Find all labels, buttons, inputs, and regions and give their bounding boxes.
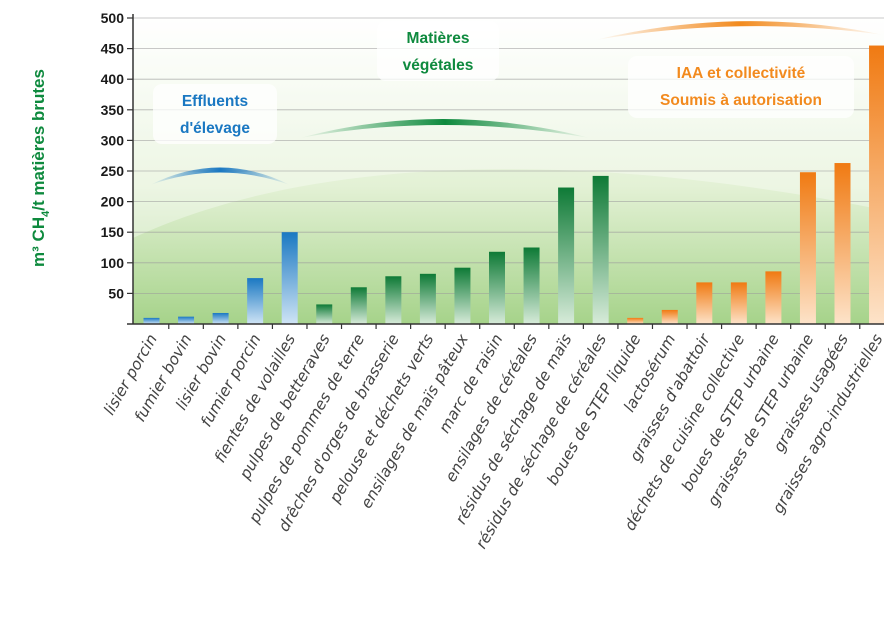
- iaa-arc-decoration: [595, 21, 884, 40]
- bar-21: [869, 45, 884, 324]
- y-tick-label-500: 500: [101, 10, 125, 26]
- bar-9: [454, 267, 471, 324]
- bar-14: [627, 317, 644, 324]
- bar-15: [661, 309, 678, 324]
- group-label-effluents-line2: d'élevage: [180, 120, 250, 137]
- bar-10: [489, 251, 505, 324]
- bar-18: [765, 271, 782, 324]
- y-tick-label-100: 100: [101, 255, 125, 271]
- y-tick-label-200: 200: [101, 194, 125, 210]
- bar-17: [730, 282, 747, 324]
- bars-group: [143, 45, 884, 324]
- group-label-iaa: IAA et collectivité Soumis à autorisatio…: [628, 56, 854, 118]
- bar-12: [558, 187, 575, 324]
- bar-13: [592, 175, 609, 324]
- y-tick-label-50: 50: [108, 285, 124, 301]
- bar-8: [419, 273, 436, 324]
- bar-1: [178, 316, 195, 324]
- y-axis-title-subscript: 4: [40, 210, 52, 217]
- bar-3: [247, 278, 264, 324]
- bar-11: [523, 247, 540, 324]
- y-axis-ticks: 50 100 150 200 250 300 350 400 450 500: [101, 10, 133, 301]
- y-tick-label-250: 250: [101, 163, 125, 179]
- effluents-arc-decoration: [150, 167, 290, 185]
- bar-4: [281, 232, 298, 324]
- bar-7: [385, 276, 402, 324]
- y-tick-label-450: 450: [101, 41, 125, 57]
- y-tick-label-150: 150: [101, 224, 125, 240]
- bar-20: [834, 163, 851, 324]
- y-axis-title: m³ CH4/t matières brutes: [29, 69, 52, 267]
- bar-5: [316, 304, 333, 324]
- vegetales-arc-decoration: [300, 119, 590, 138]
- y-tick-label-400: 400: [101, 71, 125, 87]
- y-tick-label-350: 350: [101, 102, 125, 118]
- group-label-effluents-line1: Effluents: [182, 93, 248, 110]
- y-tick-label-300: 300: [101, 132, 125, 148]
- bar-19: [799, 172, 816, 324]
- group-label-effluents: Effluents d'élevage: [153, 84, 277, 144]
- group-label-vegetales: Matières végétales: [377, 21, 499, 81]
- group-label-vegetales-line1: Matières: [407, 30, 470, 47]
- bar-16: [696, 282, 713, 324]
- y-axis-title-main: m³ CH: [29, 217, 48, 267]
- bar-2: [212, 312, 229, 324]
- group-label-vegetales-line2: végétales: [403, 57, 474, 74]
- y-axis-title-tail: /t matières brutes: [29, 69, 48, 211]
- group-label-iaa-line2: Soumis à autorisation: [660, 92, 822, 109]
- bar-6: [350, 287, 367, 324]
- bar-0: [143, 317, 160, 324]
- group-label-iaa-line1: IAA et collectivité: [677, 65, 806, 82]
